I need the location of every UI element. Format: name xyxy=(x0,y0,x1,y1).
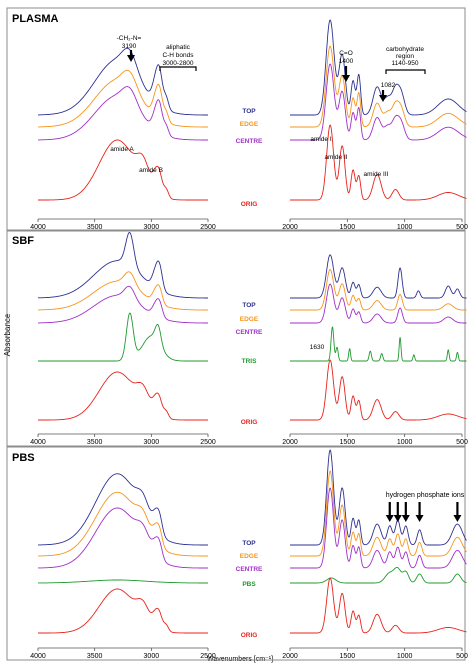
x-tick-label: 3000 xyxy=(144,439,160,446)
x-tick-label: 3500 xyxy=(87,439,103,446)
annotation: amide B xyxy=(139,167,163,174)
series-edge xyxy=(37,268,467,311)
arrow-phosphate-head xyxy=(415,515,424,522)
series-tris xyxy=(37,312,467,362)
x-tick-label: 1000 xyxy=(397,653,413,660)
arrow-phosphate-head xyxy=(401,515,410,522)
panel-title: PLASMA xyxy=(12,13,59,25)
x-tick-label: 1500 xyxy=(340,653,356,660)
annotation: C-H bonds xyxy=(162,52,194,59)
arrow-3190-head xyxy=(127,55,135,62)
annotation: aliphatic xyxy=(166,44,191,51)
legend-tris: TRIS xyxy=(242,358,257,365)
panel-frame xyxy=(6,7,466,232)
x-tick-label: 500 xyxy=(456,439,468,446)
panels: PLASMA 4000 3500 3000 2500 2000 1500 1000 500 TOP… xyxy=(6,7,468,661)
arrow-1082-head xyxy=(379,95,387,102)
x-tick-label: 2000 xyxy=(282,224,298,231)
x-tick-label: 1500 xyxy=(340,439,356,446)
legend-edge: EDGE xyxy=(240,121,259,128)
series-edge xyxy=(37,470,467,557)
annotation: 1082 xyxy=(381,82,396,89)
annotation: C=O xyxy=(339,50,353,57)
annotation: 1400 xyxy=(339,58,354,65)
arrow-1400-head xyxy=(342,75,350,82)
x-tick-label: 500 xyxy=(456,653,468,660)
legend-orig: ORIG xyxy=(241,201,258,208)
x-tick-label: 1000 xyxy=(397,224,413,231)
annotation: 1140-950 xyxy=(392,60,419,67)
annotation: amide I xyxy=(310,136,332,143)
series-centre xyxy=(37,63,467,141)
x-tick-label: 2000 xyxy=(282,439,298,446)
x-tick-label: 3000 xyxy=(144,653,160,660)
annotation: carbohydrate xyxy=(386,46,424,53)
x-tick-label: 2500 xyxy=(200,439,216,446)
bracket-aliphatic xyxy=(159,66,197,71)
bracket-carbohydrate xyxy=(385,69,426,74)
panel-plasma: PLASMA 4000 3500 3000 2500 2000 1500 1000 500 TOP… xyxy=(6,7,468,232)
series-pbs xyxy=(37,566,467,584)
legend-top: TOP xyxy=(242,540,256,547)
series-orig xyxy=(37,124,467,201)
panel-title: SBF xyxy=(12,235,34,247)
legend-centre: CENTRE xyxy=(236,329,263,336)
series-centre xyxy=(37,487,467,569)
annotation: hydrogen phosphate ions xyxy=(386,492,465,499)
arrow-phosphate-head xyxy=(385,515,394,522)
arrow-phosphate-head xyxy=(393,515,402,522)
x-tick-label: 3000 xyxy=(144,224,160,231)
legend-orig: ORIG xyxy=(241,419,258,426)
annotation: amide A xyxy=(110,146,134,153)
x-tick-label: 500 xyxy=(456,224,468,231)
panel-frame xyxy=(6,446,466,661)
series-centre xyxy=(37,283,467,324)
legend-edge: EDGE xyxy=(240,316,259,323)
x-tick-label: 3500 xyxy=(87,224,103,231)
legend-centre: CENTRE xyxy=(236,138,263,145)
legend-orig: ORIG xyxy=(241,632,258,639)
panel-pbs: PBS 4000 3500 3000 2500 2000 1500 1000 500 TOP EDG… xyxy=(6,446,468,661)
series-edge xyxy=(37,45,467,128)
annotation: amide II xyxy=(324,154,347,161)
panel-frame xyxy=(6,229,466,447)
x-tick-label: 4000 xyxy=(30,653,46,660)
legend-centre: CENTRE xyxy=(236,566,263,573)
annotation: region xyxy=(396,53,414,60)
x-tick-label: 4000 xyxy=(30,224,46,231)
arrow-phosphate-head xyxy=(453,515,462,522)
series-top xyxy=(37,231,467,299)
series-top xyxy=(37,449,467,546)
x-tick-label: 2500 xyxy=(200,224,216,231)
series-orig xyxy=(37,359,467,421)
annotation: 1630 xyxy=(310,344,325,351)
x-tick-label: 1000 xyxy=(397,439,413,446)
legend-top: TOP xyxy=(242,302,256,309)
legend-edge: EDGE xyxy=(240,553,259,560)
annotation: 3000-2800 xyxy=(162,60,193,67)
annotation: 3190 xyxy=(122,43,137,50)
legend-pbs: PBS xyxy=(242,581,256,588)
panel-sbf: SBF 4000 3500 3000 2500 2000 1500 1000 500 TOP EDG… xyxy=(6,229,468,447)
annotation: amide III xyxy=(364,171,389,178)
x-tick-label: 1500 xyxy=(340,224,356,231)
series-orig xyxy=(37,577,467,634)
x-tick-label: 4000 xyxy=(30,439,46,446)
panel-title: PBS xyxy=(12,452,35,464)
series-top xyxy=(37,19,467,116)
x-tick-label: 2500 xyxy=(200,653,216,660)
legend-top: TOP xyxy=(242,108,256,115)
x-tick-label: 2000 xyxy=(282,653,298,660)
annotation: -CH₂-N= xyxy=(117,35,142,42)
x-tick-label: 3500 xyxy=(87,653,103,660)
